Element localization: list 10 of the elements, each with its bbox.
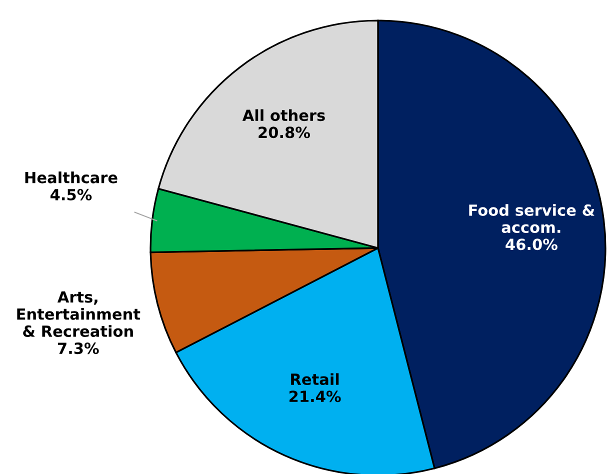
slice-label: Food service & accom. — [469, 204, 594, 234]
slice-label: Retail — [291, 373, 339, 386]
slice-label: Arts, Entertainment & Recreation — [17, 291, 140, 337]
data-label: 20.8% — [258, 126, 310, 138]
data-label: 21.4% — [290, 390, 341, 402]
slice-label: All others — [242, 109, 325, 122]
data-label: 7.3% — [58, 342, 99, 354]
data-label: 46.0% — [506, 238, 558, 250]
slice-label: Healthcare — [25, 172, 118, 184]
data-label: 4.5% — [50, 188, 92, 200]
